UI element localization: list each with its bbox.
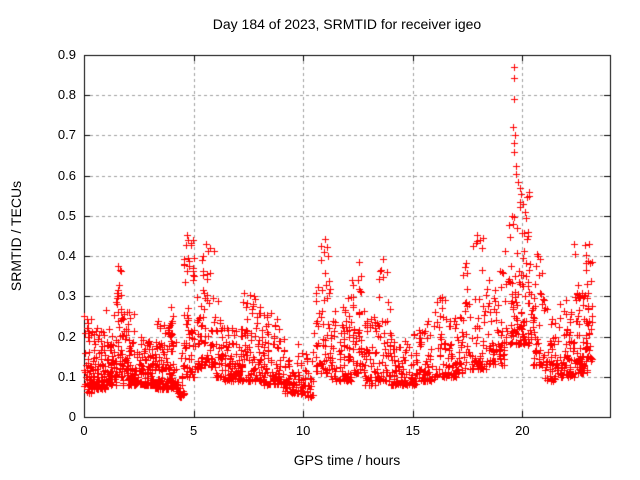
- y-tick-label: 0.8: [57, 87, 76, 103]
- x-tick-label: 20: [515, 423, 530, 438]
- y-tick-label: 0.5: [57, 207, 76, 223]
- y-tick-label: 0.3: [57, 288, 76, 304]
- x-tick-label: 15: [405, 423, 420, 438]
- x-tick-label: 5: [189, 423, 198, 438]
- y-tick-label: 0.4: [57, 248, 76, 264]
- y-axis-label: SRMTID / TECUs: [8, 180, 24, 292]
- y-tick-label: 0: [68, 409, 76, 424]
- chart-title: Day 184 of 2023, SRMTID for receiver ige…: [212, 16, 482, 32]
- x-tick-label: 10: [295, 423, 311, 438]
- y-tick-label: 0.9: [57, 47, 76, 62]
- x-tick-label: 0: [80, 423, 88, 438]
- y-tick-label: 0.2: [57, 328, 76, 344]
- y-tick-label: 0.7: [57, 127, 76, 143]
- y-tick-label: 0.6: [57, 167, 76, 183]
- x-axis-label: GPS time / hours: [293, 452, 401, 468]
- y-tick-label: 0.1: [57, 368, 76, 384]
